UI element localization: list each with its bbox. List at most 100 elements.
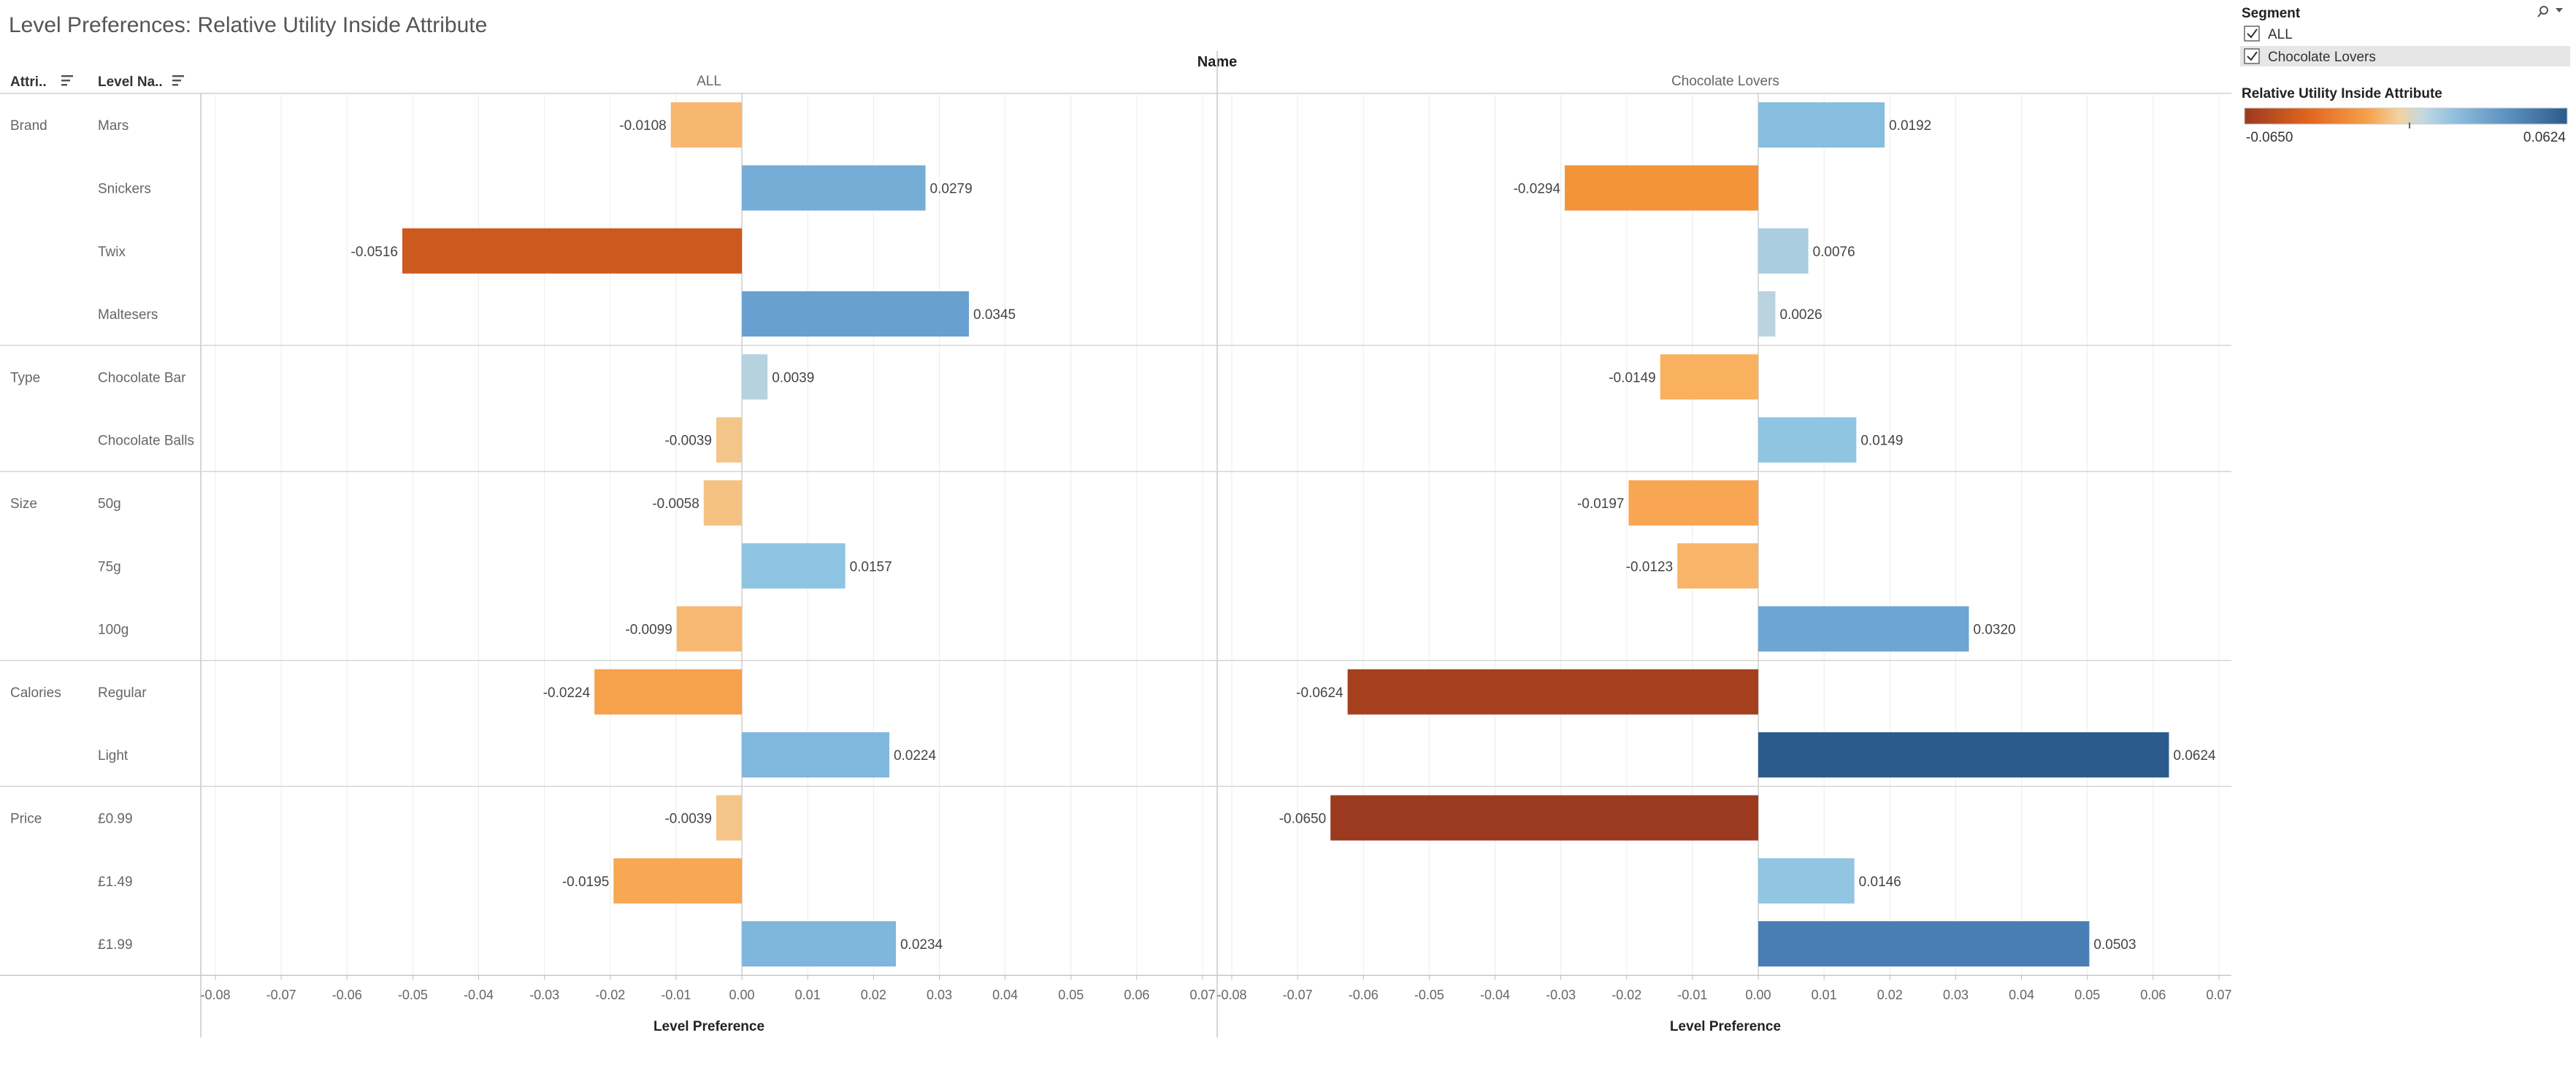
- bar-value-label: 0.0345: [973, 307, 1016, 323]
- bar: [1758, 858, 1855, 904]
- bar: [716, 417, 743, 463]
- page-title: Level Preferences: Relative Utility Insi…: [9, 13, 487, 37]
- bar: [613, 858, 743, 904]
- segment-filter-title: Segment: [2242, 6, 2301, 21]
- bar-value-label: -0.0294: [1514, 181, 1561, 196]
- x-axis-title: Level Preference: [653, 1019, 764, 1034]
- bar-value-label: -0.0058: [652, 496, 699, 512]
- bar: [1660, 354, 1759, 400]
- bar: [670, 102, 743, 148]
- bar: [1565, 165, 1759, 211]
- level-sort-icon[interactable]: [172, 75, 184, 86]
- bar: [1758, 606, 1969, 652]
- axis-tick-label: 0.02: [1877, 988, 1903, 1002]
- bar: [402, 228, 743, 274]
- color-ramp: [2244, 107, 2568, 125]
- bar-value-label: -0.0197: [1577, 496, 1624, 512]
- axis-tick-label: 0.01: [1812, 988, 1837, 1002]
- bar-value-label: -0.0516: [351, 245, 398, 260]
- bar-value-label: 0.0234: [900, 937, 943, 953]
- checkbox[interactable]: [2244, 26, 2260, 42]
- level-column-header: Level Na..: [98, 74, 163, 90]
- bar-value-label: -0.0224: [543, 685, 591, 701]
- segment-item-label: Chocolate Lovers: [2268, 50, 2376, 65]
- axis-tick-label: 0.05: [2074, 988, 2100, 1002]
- axis-tick-label: -0.07: [1283, 988, 1313, 1002]
- bar: [594, 669, 743, 715]
- bar-value-label: 0.0039: [772, 370, 814, 385]
- bar-value-label: 0.0146: [1859, 874, 1901, 890]
- axis-tick-label: 0.04: [992, 988, 1018, 1002]
- axis-tick-label: -0.03: [529, 988, 559, 1002]
- axis-tick-label: -0.01: [1677, 988, 1707, 1002]
- segment-column-header: ALL: [697, 74, 721, 89]
- level-label: Mars: [98, 118, 129, 134]
- bar-value-label: 0.0279: [930, 181, 973, 196]
- axis-tick-label: -0.03: [1546, 988, 1576, 1002]
- axis-tick-label: 0.00: [1746, 988, 1771, 1002]
- level-label: £1.99: [98, 937, 133, 953]
- axis-tick-label: 0.03: [1943, 988, 1969, 1002]
- bar: [742, 732, 889, 778]
- attribute-sort-icon[interactable]: [61, 75, 73, 86]
- axis-tick-label: -0.05: [398, 988, 428, 1002]
- chart-layer: ALL Chocolate Lovers Brand Mars Snickers Twix…: [0, 51, 2232, 1038]
- level-label: £1.49: [98, 874, 133, 890]
- bar-value-label: 0.0320: [1973, 623, 2015, 638]
- level-label: 50g: [98, 496, 121, 512]
- bar-value-label: -0.0123: [1626, 559, 1673, 574]
- search-icon[interactable]: [2537, 6, 2548, 18]
- axis-tick-label: -0.02: [1611, 988, 1641, 1002]
- axis-tick-label: -0.01: [661, 988, 691, 1002]
- bar: [1758, 732, 2169, 778]
- axis-tick-label: 0.02: [861, 988, 886, 1002]
- bar-value-label: -0.0039: [664, 811, 711, 826]
- bar-value-label: -0.0195: [562, 874, 609, 890]
- bar: [742, 543, 846, 589]
- bar-value-label: 0.0224: [894, 748, 937, 764]
- bar: [1758, 102, 1885, 148]
- attribute-column-header: Attri..: [10, 74, 47, 90]
- axis-tick-label: 0.04: [2009, 988, 2034, 1002]
- bar: [1758, 228, 1809, 274]
- checkbox[interactable]: [2244, 48, 2260, 64]
- bar-value-label: 0.0192: [1889, 118, 1931, 134]
- bar: [1347, 669, 1759, 715]
- color-legend-title: Relative Utility Inside Attribute: [2242, 86, 2442, 101]
- axis-tick-label: 0.00: [729, 988, 755, 1002]
- bar-value-label: 0.0026: [1780, 307, 1822, 323]
- bar-value-label: 0.0157: [850, 559, 892, 574]
- segment-filter: Segment ALL Chocolate Lovers: [2240, 6, 2570, 66]
- bar: [1758, 417, 1857, 463]
- bar: [742, 165, 926, 211]
- level-label: Regular: [98, 685, 147, 701]
- level-label: 75g: [98, 559, 121, 574]
- level-label: Chocolate Balls: [98, 434, 194, 449]
- segment-item-all[interactable]: ALL: [2244, 26, 2293, 42]
- axis-tick-label: -0.04: [464, 988, 494, 1002]
- bar-value-label: -0.0099: [625, 623, 672, 638]
- bar: [742, 291, 970, 337]
- axis-tick-label: -0.06: [1349, 988, 1379, 1002]
- attribute-label: Price: [10, 811, 42, 826]
- bar: [1758, 921, 2090, 967]
- check-icon: [2247, 51, 2258, 61]
- bar-value-label: -0.0149: [1609, 370, 1655, 385]
- axis-tick-label: 0.01: [795, 988, 821, 1002]
- level-label: Light: [98, 748, 129, 764]
- color-legend-min: -0.0650: [2246, 130, 2293, 145]
- bar: [1628, 480, 1759, 526]
- bar-value-label: -0.0039: [664, 434, 711, 449]
- segment-item-label: ALL: [2268, 27, 2293, 42]
- axis-tick-label: 0.06: [2140, 988, 2166, 1002]
- level-label: 100g: [98, 623, 129, 638]
- dropdown-arrow-icon[interactable]: [2556, 8, 2563, 12]
- bar-value-label: 0.0076: [1813, 245, 1855, 260]
- segment-item-chocolate-lovers[interactable]: Chocolate Lovers: [2240, 46, 2570, 66]
- level-label: Snickers: [98, 181, 151, 196]
- attribute-label: Calories: [10, 685, 61, 701]
- x-axis-title: Level Preference: [1670, 1019, 1781, 1034]
- bar: [1677, 543, 1759, 589]
- axis-tick-label: -0.04: [1480, 988, 1510, 1002]
